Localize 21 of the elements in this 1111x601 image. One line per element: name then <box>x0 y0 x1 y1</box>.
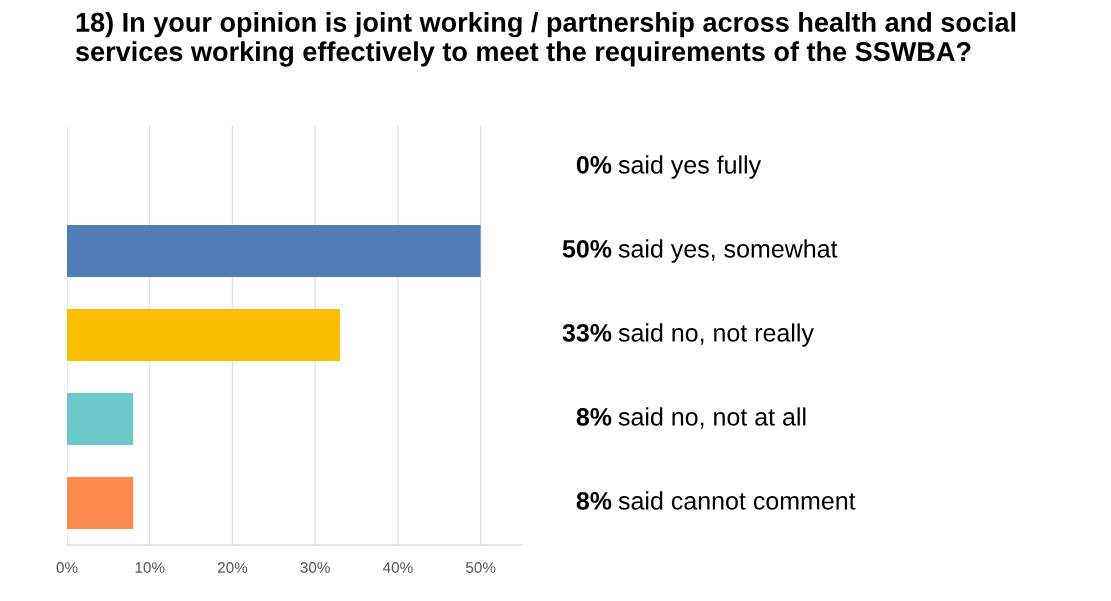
x-tick-label: 30% <box>300 562 330 573</box>
x-tick-label: 50% <box>465 562 496 573</box>
x-tick-label: 0% <box>56 562 78 573</box>
y-tick-label: said no, not really <box>618 323 814 347</box>
data-label: 0% <box>576 156 612 174</box>
x-tick-label: 20% <box>217 562 248 573</box>
data-label: 8% <box>576 408 612 426</box>
y-tick-label: said yes fully <box>618 155 762 179</box>
data-label: 8% <box>576 492 612 510</box>
data-label: 33% <box>562 324 612 342</box>
bar <box>67 224 481 278</box>
x-tick-label: 10% <box>135 562 165 573</box>
chart-title: 18) In your opinion is joint working / partnership across health and social services working effectively to meet the requirements of the SSWBA? <box>75 12 1016 67</box>
bar <box>67 392 134 446</box>
data-label: 50% <box>562 240 612 258</box>
x-tick-label: 40% <box>382 562 413 573</box>
bar <box>67 308 340 362</box>
y-tick-label: said yes, somewhat <box>618 239 838 263</box>
bar <box>67 476 134 530</box>
y-tick-label: said cannot comment <box>618 491 856 510</box>
y-tick-label: said no, not at all <box>618 407 806 429</box>
